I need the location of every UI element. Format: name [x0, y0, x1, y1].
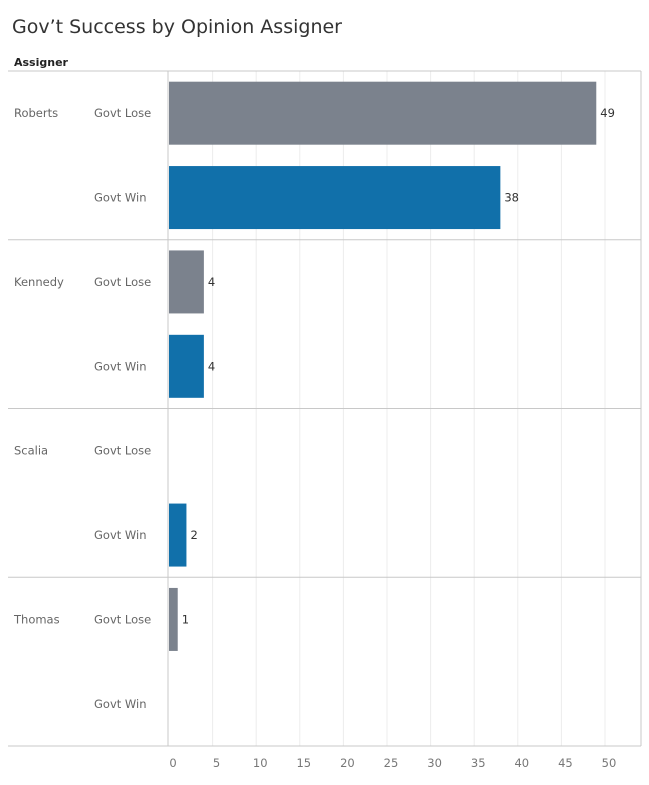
data-label: 4 — [208, 359, 215, 373]
chart-title: Gov’t Success by Opinion Assigner — [12, 16, 342, 38]
data-label: 4 — [208, 275, 215, 289]
x-tick-label: 50 — [602, 756, 617, 770]
x-tick-label: 25 — [384, 756, 399, 770]
data-label: 38 — [504, 191, 519, 205]
category-label: Govt Lose — [94, 275, 151, 289]
category-label: Govt Lose — [94, 444, 151, 458]
bar — [169, 250, 204, 314]
data-label: 1 — [182, 612, 189, 626]
x-tick-label: 0 — [169, 756, 176, 770]
bar — [169, 166, 501, 230]
category-label: Govt Win — [94, 697, 147, 711]
bar — [169, 503, 187, 567]
group-label: Roberts — [14, 106, 58, 120]
x-tick-label: 20 — [340, 756, 355, 770]
category-label: Govt Win — [94, 359, 147, 373]
x-tick-label: 30 — [427, 756, 442, 770]
data-label: 2 — [190, 528, 197, 542]
x-tick-label: 45 — [558, 756, 573, 770]
bar — [169, 334, 204, 398]
group-label: Scalia — [14, 444, 48, 458]
x-tick-label: 35 — [471, 756, 486, 770]
bar — [169, 587, 178, 651]
category-label: Govt Lose — [94, 106, 151, 120]
data-label: 49 — [600, 106, 615, 120]
x-tick-label: 40 — [514, 756, 529, 770]
x-tick-label: 5 — [213, 756, 220, 770]
group-label: Kennedy — [14, 275, 64, 289]
category-label: Govt Win — [94, 528, 147, 542]
x-tick-label: 10 — [253, 756, 268, 770]
group-label: Thomas — [13, 612, 60, 626]
category-label: Govt Win — [94, 191, 147, 205]
bar — [169, 81, 597, 145]
x-tick-label: 15 — [296, 756, 311, 770]
row-header-assigner: Assigner — [14, 56, 68, 69]
category-label: Govt Lose — [94, 612, 151, 626]
